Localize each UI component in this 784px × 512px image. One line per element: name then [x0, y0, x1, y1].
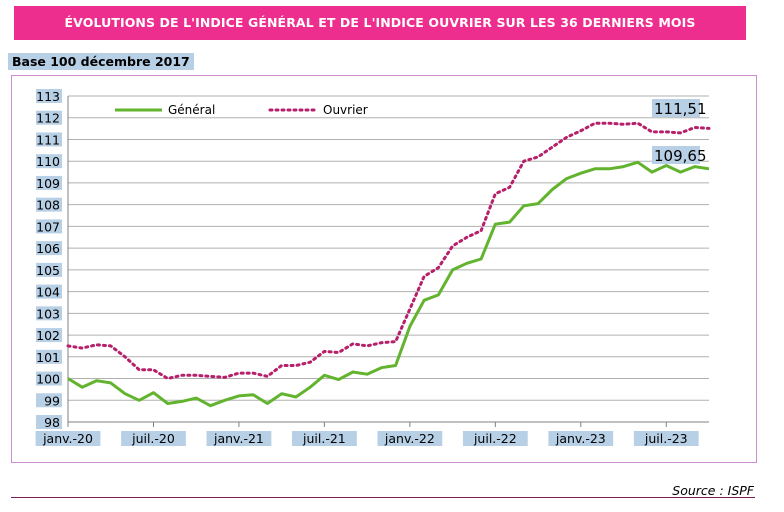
base-label: Base 100 décembre 2017	[8, 53, 194, 70]
y-tick-label-bg	[36, 262, 62, 277]
y-tick-label: 110	[36, 154, 60, 169]
x-tick-labels: janv.-20 juil.-20 janv.-21 juil.-21 janv.-22…	[35, 422, 699, 446]
general-end-label: 109,65	[654, 147, 707, 165]
x-tick-label: juil.-23	[644, 431, 688, 446]
x-tick-label: janv.-23	[555, 431, 606, 446]
y-tick-label-bg	[36, 110, 62, 125]
y-tick-label: 112	[36, 111, 60, 126]
series-line-ouvrier	[66, 121, 711, 380]
source-note: Source : ISPF	[672, 483, 754, 498]
y-tick-label-bg	[36, 175, 62, 190]
x-tick-label-bg	[206, 431, 272, 446]
line-chart: 98 99 100 101 102 103 104 105 106 107 108 109 110 111…	[35, 89, 711, 446]
gridlines	[68, 95, 709, 401]
legend: Général Ouvrier	[115, 103, 368, 117]
y-tick-label: 107	[36, 219, 60, 234]
x-tick-label-bg	[462, 431, 528, 446]
x-tick-label: juil.-22	[473, 431, 517, 446]
y-tick-label-bg	[36, 284, 62, 299]
y-tick-label-bg	[36, 219, 62, 234]
x-tick-label-bg	[121, 431, 186, 446]
y-tick-labels: 98 99 100 101 102 103 104 105 106 107 108 109 110 111…	[36, 89, 62, 430]
legend-label-ouvrier: Ouvrier	[323, 103, 368, 117]
y-tick-label-bg	[36, 306, 62, 321]
y-tick-label-bg	[36, 241, 62, 256]
y-tick-label-bg	[36, 197, 62, 212]
y-tick-label: 108	[36, 198, 60, 213]
y-tick-label: 104	[36, 285, 60, 300]
footer-rule	[11, 497, 755, 498]
axes	[67, 96, 709, 423]
y-tick-label: 100	[36, 372, 60, 387]
x-tick-label-bg	[633, 431, 699, 446]
x-tick-label-bg	[377, 431, 443, 446]
y-tick-label: 102	[36, 328, 60, 343]
title-banner: ÉVOLUTIONS DE L'INDICE GÉNÉRAL ET DE L'I…	[14, 6, 746, 40]
x-tick-label: juil.-20	[131, 431, 175, 446]
x-tick-label: juil.-21	[302, 431, 346, 446]
y-tick-label-bg	[36, 132, 62, 147]
chart-frame: 98 99 100 101 102 103 104 105 106 107 108 109 110 111…	[11, 75, 757, 463]
series	[66, 121, 711, 408]
y-tick-label: 103	[36, 306, 60, 321]
y-tick-label: 113	[36, 89, 60, 104]
general-end-label-bg	[652, 146, 700, 164]
x-tick-label-bg	[292, 431, 357, 446]
y-tick-label-bg	[36, 349, 62, 364]
end-value-labels: 111,51 109,65	[652, 99, 707, 165]
y-tick-label-bg	[36, 328, 62, 343]
y-tick-label: 101	[36, 350, 60, 365]
y-tick-label: 111	[36, 132, 60, 147]
x-tick-label-bg	[548, 431, 614, 446]
y-tick-label-bg	[36, 89, 62, 103]
y-tick-label: 109	[36, 176, 60, 191]
legend-label-general: Général	[168, 103, 215, 117]
x-tick-label: janv.-22	[384, 431, 435, 446]
ouvrier-end-label-bg	[652, 99, 700, 117]
y-tick-label-bg	[36, 415, 62, 429]
x-tick-label-bg	[35, 431, 101, 446]
x-tick-label: janv.-20	[42, 431, 93, 446]
y-tick-label: 105	[36, 263, 60, 278]
y-tick-label: 98	[44, 415, 60, 430]
y-tick-label-bg	[36, 371, 62, 386]
series-line-general	[67, 160, 710, 408]
ouvrier-end-label: 111,51	[654, 100, 707, 118]
y-tick-label-bg	[36, 393, 62, 408]
x-tick-label: janv.-21	[213, 431, 264, 446]
y-tick-label: 99	[44, 393, 60, 408]
y-tick-label: 106	[36, 241, 60, 256]
y-tick-label-bg	[36, 154, 62, 169]
chart-title: ÉVOLUTIONS DE L'INDICE GÉNÉRAL ET DE L'I…	[64, 15, 696, 30]
